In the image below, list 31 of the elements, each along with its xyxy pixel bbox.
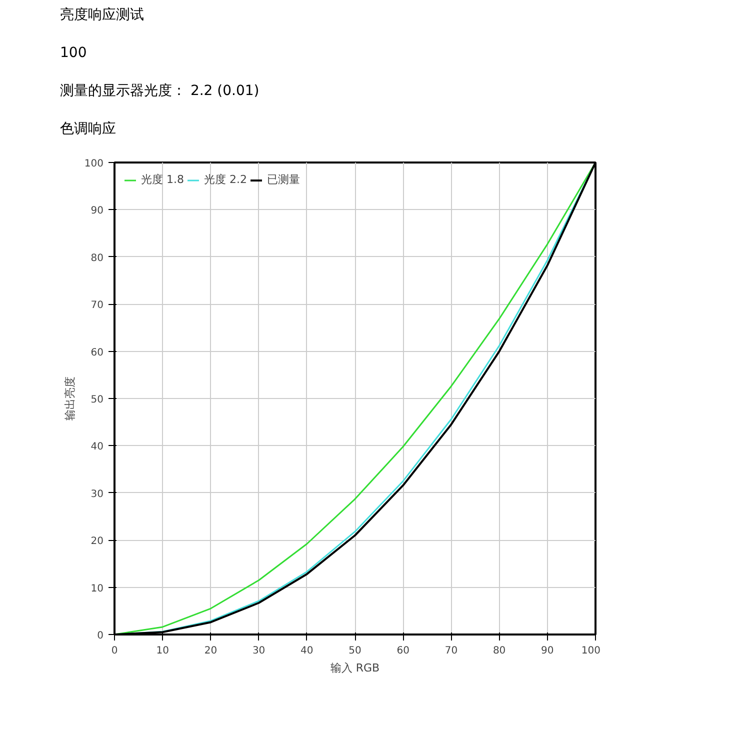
text: 测量的显示器光度： 2.2 (0.01) bbox=[60, 82, 260, 101]
y-tick-label: 20 bbox=[90, 536, 104, 548]
y-tick-label: 30 bbox=[90, 488, 104, 500]
x-tick-label: 40 bbox=[300, 646, 314, 656]
legend-label: 光度 2.2 bbox=[204, 172, 247, 187]
x-tick-label: 60 bbox=[396, 646, 410, 656]
chart-title: 亮度响应测试 bbox=[60, 6, 144, 25]
y-tick-label: 50 bbox=[90, 394, 104, 406]
legend-label: 光度 1.8 bbox=[141, 172, 184, 187]
x-tick-label: 90 bbox=[541, 646, 554, 656]
y-tick-label: 80 bbox=[90, 252, 104, 264]
y-axis-title: 输出亮度 bbox=[63, 376, 76, 420]
y-tick-label: 60 bbox=[90, 347, 104, 358]
x-tick-label: 20 bbox=[204, 646, 218, 656]
x-tick-label: 100 bbox=[581, 646, 601, 656]
x-tick-label: 0 bbox=[111, 646, 118, 656]
x-tick-label: 30 bbox=[252, 646, 266, 656]
y-tick-label: 10 bbox=[90, 583, 104, 594]
x-axis-title: 输入 RGB bbox=[330, 662, 380, 674]
y-tick-label: 90 bbox=[90, 206, 104, 217]
x-tick-label: 80 bbox=[492, 646, 506, 656]
chart-subtitle: 色调响应 bbox=[60, 120, 116, 139]
y-tick-label: 100 bbox=[84, 158, 104, 170]
text: 100 bbox=[60, 44, 87, 63]
legend-label: 已测量 bbox=[267, 172, 300, 187]
y-tick-label: 40 bbox=[90, 442, 104, 453]
y-tick-label: 0 bbox=[97, 630, 104, 642]
y-tick-label: 70 bbox=[90, 300, 104, 312]
x-tick-label: 50 bbox=[348, 646, 362, 656]
x-tick-label: 10 bbox=[156, 646, 169, 656]
x-tick-label: 70 bbox=[444, 646, 458, 656]
